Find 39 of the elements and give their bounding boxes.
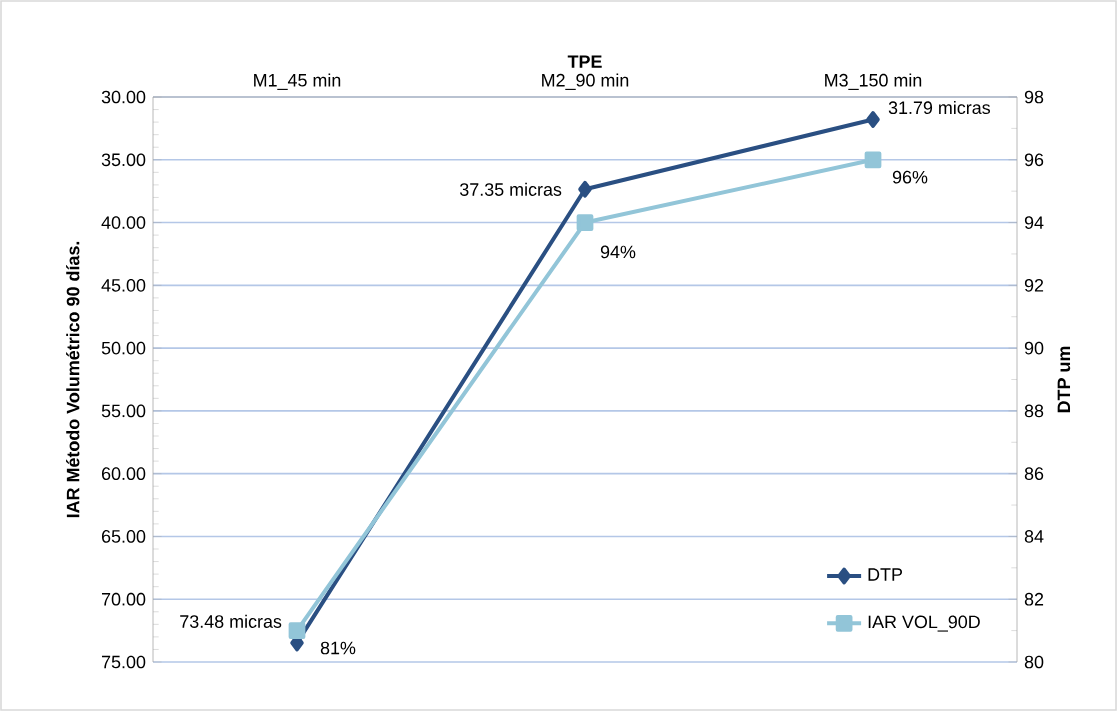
legend-label: DTP bbox=[868, 568, 903, 581]
y2-tick-label: 94 bbox=[1024, 216, 1044, 229]
y-tick-label: 60.00 bbox=[101, 467, 146, 481]
y2-tick-label: 80 bbox=[1024, 655, 1044, 669]
y-axis-title: IAR Método Volumétrico 90 días. bbox=[66, 241, 80, 518]
y-tick-label: 45.00 bbox=[101, 278, 146, 292]
y2-axis-title: DTP um bbox=[1057, 346, 1071, 413]
data-label: 94% bbox=[600, 245, 636, 259]
data-label: 37.35 micras bbox=[459, 182, 562, 196]
y2-tick-label: 96 bbox=[1024, 153, 1044, 167]
y2-tick-label: 88 bbox=[1024, 404, 1044, 418]
data-label: 81% bbox=[320, 641, 356, 655]
y2-tick-label: 92 bbox=[1024, 278, 1044, 292]
x-tick-label: M2_90 min bbox=[542, 73, 629, 90]
y-tick-label: 70.00 bbox=[101, 592, 146, 606]
data-label: 31.79 micras bbox=[888, 100, 991, 115]
y-tick-label: 50.00 bbox=[101, 341, 146, 355]
y-tick-label: 65.00 bbox=[101, 530, 146, 543]
point bbox=[866, 111, 880, 128]
point bbox=[576, 214, 594, 231]
y-tick-label: 40.00 bbox=[101, 216, 146, 229]
x-tick-label: M3_150 min bbox=[825, 73, 922, 90]
y2-tick-label: 98 bbox=[1024, 90, 1044, 104]
legend-label: IAR VOL_90D bbox=[868, 615, 980, 632]
point bbox=[578, 180, 592, 198]
point bbox=[864, 151, 882, 169]
y2-tick-label: 86 bbox=[1024, 467, 1044, 481]
y2-tick-label: 90 bbox=[1024, 341, 1044, 355]
y-tick-label: 55.00 bbox=[101, 404, 146, 418]
data-label: 96% bbox=[892, 170, 928, 184]
point bbox=[288, 622, 306, 639]
y2-tick-label: 84 bbox=[1024, 530, 1044, 543]
data-label: 73.48 micras bbox=[180, 614, 282, 628]
y-tick-label: 35.00 bbox=[101, 153, 146, 167]
y-tick-label: 75.00 bbox=[101, 655, 146, 669]
x-axis-title: TPE bbox=[567, 55, 602, 68]
y2-tick-label: 82 bbox=[1024, 592, 1044, 606]
x-tick-label: M1_45 min bbox=[254, 73, 341, 90]
y-tick-label: 30.00 bbox=[101, 90, 146, 104]
